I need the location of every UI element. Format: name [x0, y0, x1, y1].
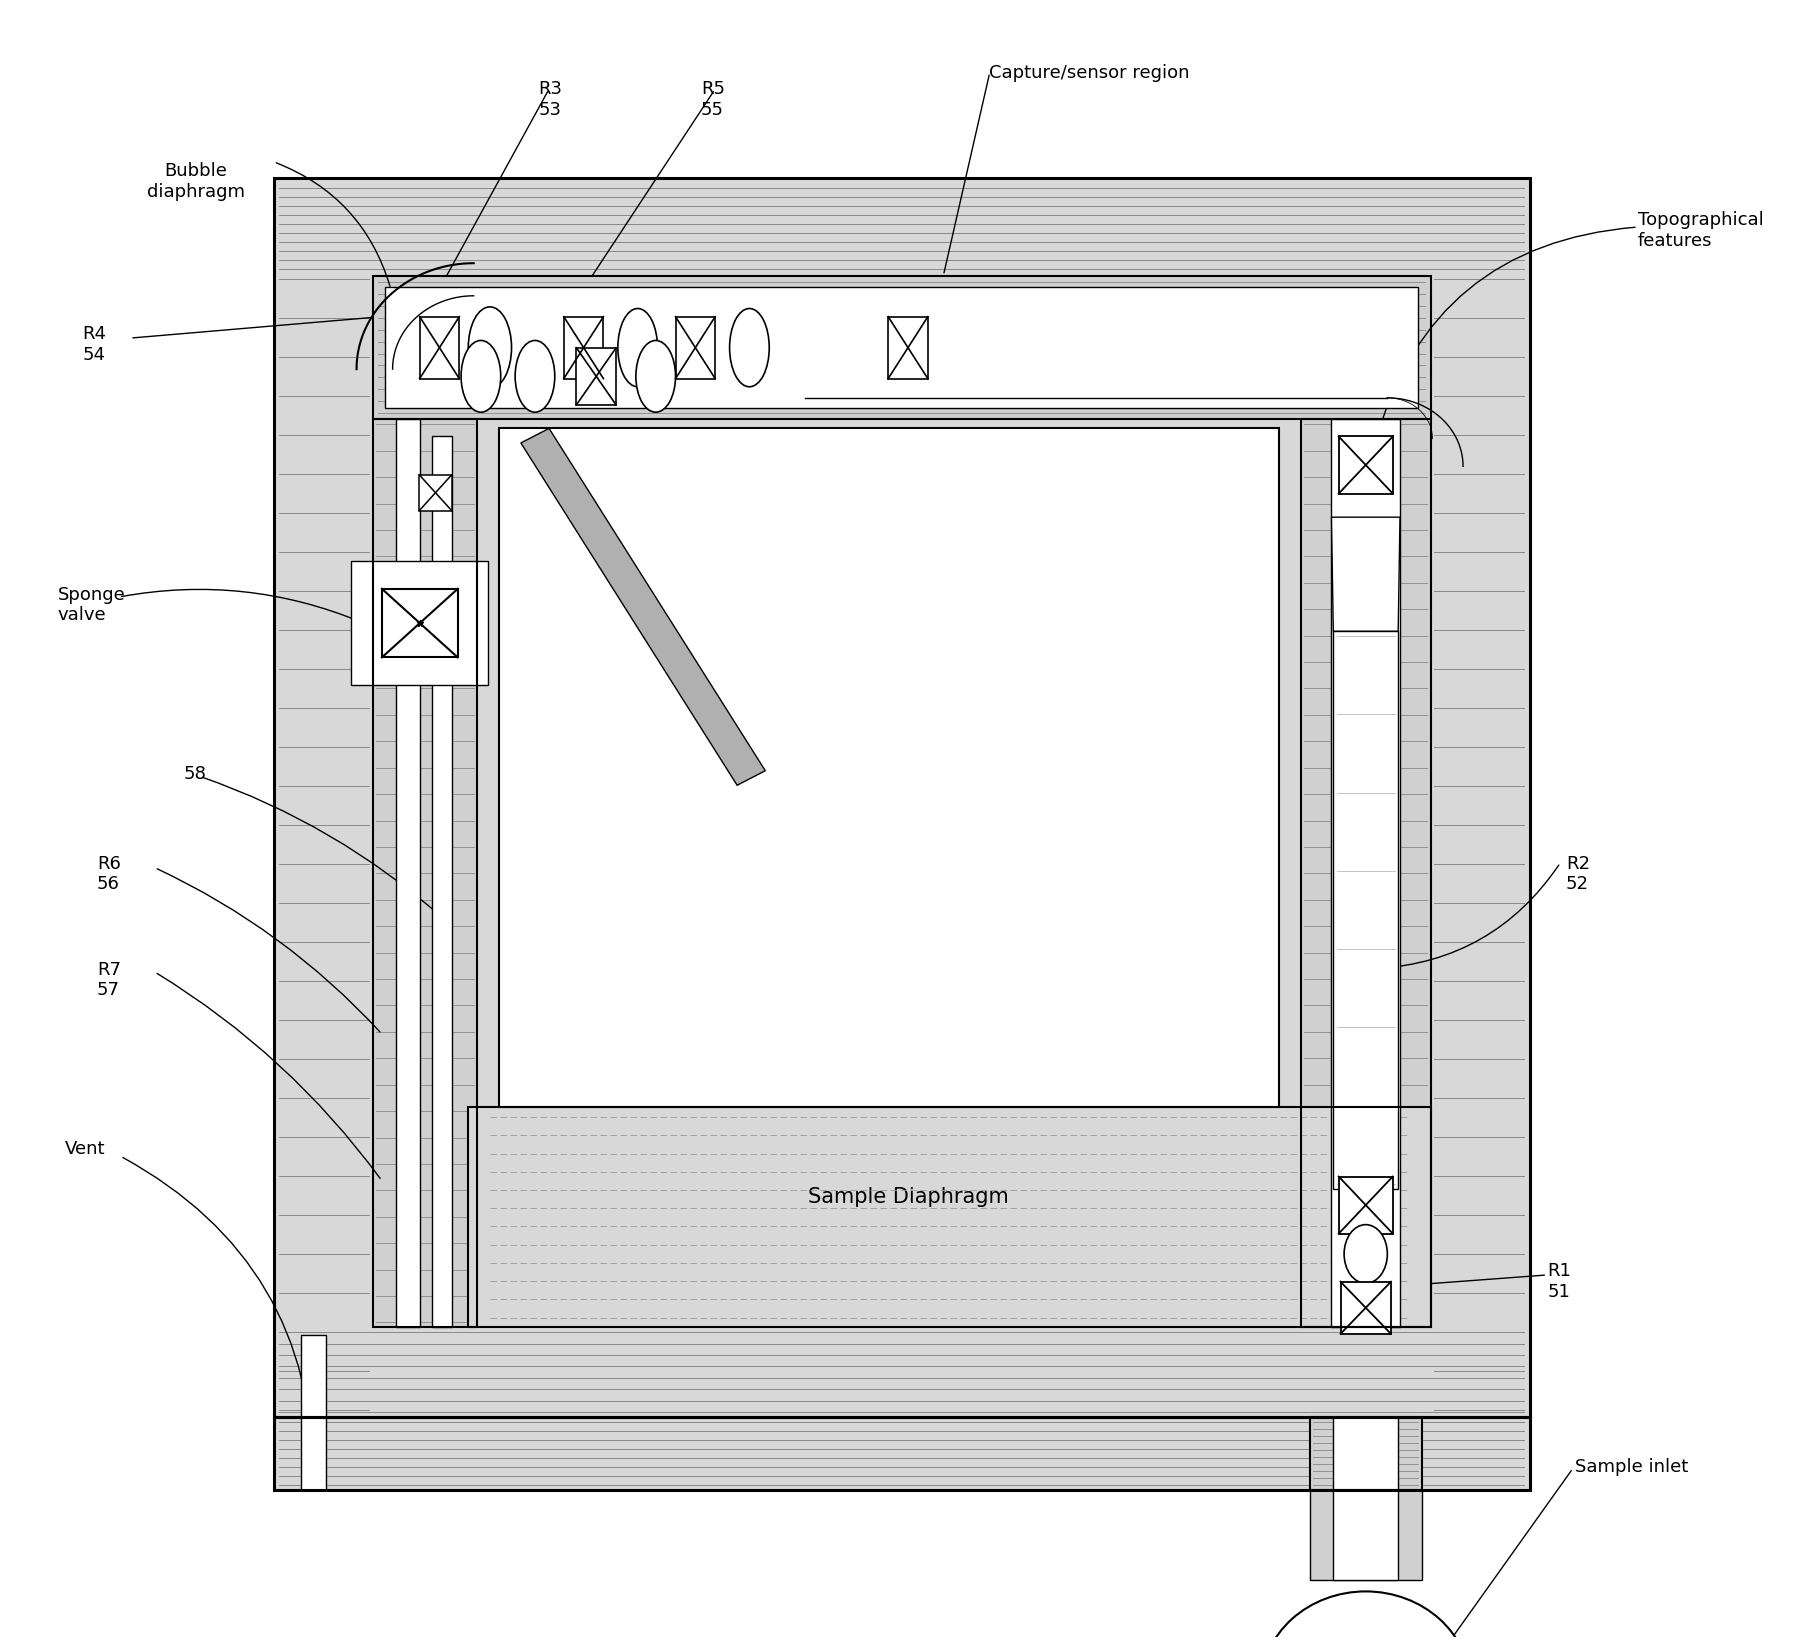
- Bar: [1338, 436, 1393, 493]
- Ellipse shape: [617, 309, 657, 386]
- Text: R2
52: R2 52: [1565, 855, 1589, 893]
- Bar: [385, 288, 1418, 408]
- Bar: [372, 419, 478, 1327]
- Bar: [1333, 631, 1398, 1189]
- Bar: [563, 317, 603, 378]
- Bar: [1309, 1491, 1422, 1580]
- Bar: [1300, 419, 1431, 1327]
- Bar: [1340, 1282, 1391, 1333]
- Text: R1
51: R1 51: [1547, 1263, 1571, 1300]
- Bar: [469, 1108, 1431, 1327]
- Bar: [419, 475, 452, 511]
- Bar: [419, 317, 459, 378]
- Bar: [888, 317, 928, 378]
- Bar: [1338, 1177, 1393, 1233]
- Text: Capture/sensor region: Capture/sensor region: [990, 64, 1189, 82]
- Bar: [274, 1417, 1529, 1491]
- Ellipse shape: [516, 340, 554, 413]
- Text: Topographical
features: Topographical features: [1638, 210, 1763, 250]
- Bar: [1309, 1417, 1422, 1491]
- Bar: [469, 1108, 1431, 1327]
- Bar: [1331, 419, 1400, 1327]
- Text: Sample inlet: Sample inlet: [1574, 1458, 1689, 1476]
- Bar: [576, 349, 616, 404]
- Bar: [274, 178, 1529, 1417]
- Text: 58: 58: [183, 764, 207, 783]
- Bar: [499, 427, 1278, 1108]
- Ellipse shape: [461, 340, 501, 413]
- Text: Vent: Vent: [65, 1139, 105, 1157]
- Ellipse shape: [730, 309, 770, 386]
- Text: R4
54: R4 54: [84, 326, 107, 363]
- Circle shape: [1262, 1591, 1471, 1644]
- Bar: [381, 589, 458, 658]
- Polygon shape: [521, 429, 765, 786]
- Bar: [1309, 1417, 1422, 1491]
- Bar: [1333, 1417, 1398, 1491]
- Bar: [301, 1335, 325, 1491]
- Bar: [1333, 1491, 1398, 1580]
- Text: Bubble
diaphragm: Bubble diaphragm: [147, 161, 245, 201]
- Ellipse shape: [636, 340, 676, 413]
- Bar: [1300, 419, 1431, 1327]
- Bar: [350, 561, 489, 686]
- Text: R6
56: R6 56: [96, 855, 122, 893]
- Bar: [432, 436, 452, 1327]
- Bar: [372, 276, 1431, 419]
- Bar: [274, 178, 1529, 1417]
- Ellipse shape: [469, 307, 512, 388]
- Bar: [372, 419, 478, 1327]
- Bar: [274, 1417, 1529, 1491]
- Text: R5
55: R5 55: [701, 81, 725, 118]
- Ellipse shape: [1344, 1225, 1387, 1284]
- Bar: [372, 276, 1431, 419]
- Bar: [676, 317, 716, 378]
- Polygon shape: [1331, 518, 1400, 631]
- Text: Sample Diaphragm: Sample Diaphragm: [808, 1187, 1008, 1207]
- Text: R3
53: R3 53: [539, 81, 563, 118]
- Text: Sponge
valve: Sponge valve: [58, 585, 125, 625]
- Text: R7
57: R7 57: [96, 960, 122, 1000]
- Text: Foil reagent pouch: Foil reagent pouch: [855, 755, 1050, 774]
- Bar: [396, 419, 419, 1327]
